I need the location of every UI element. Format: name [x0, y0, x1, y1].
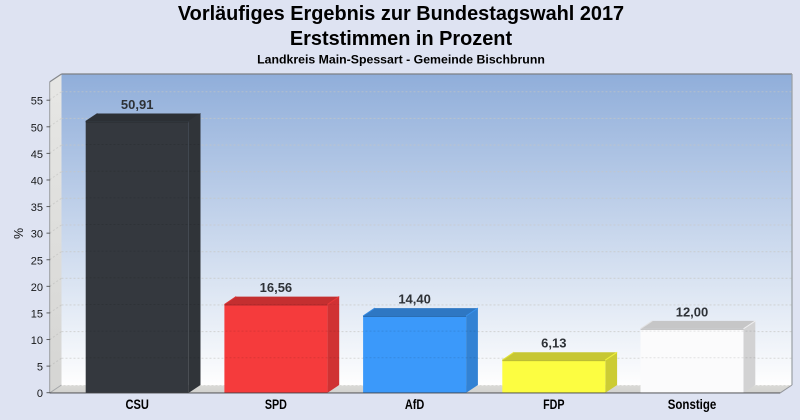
svg-text:%: % [12, 228, 26, 239]
svg-text:CSU: CSU [126, 397, 149, 412]
svg-text:FDP: FDP [543, 397, 564, 412]
svg-text:14,40: 14,40 [398, 292, 431, 307]
svg-text:12,00: 12,00 [676, 304, 709, 319]
svg-text:15: 15 [31, 308, 43, 320]
svg-text:AfD: AfD [405, 397, 425, 412]
svg-text:5: 5 [37, 362, 43, 374]
svg-text:45: 45 [31, 149, 43, 161]
svg-text:Vorläufiges Ergebnis zur Bunde: Vorläufiges Ergebnis zur Bundestagswahl … [178, 3, 624, 25]
svg-text:35: 35 [31, 202, 43, 214]
svg-text:0: 0 [37, 388, 43, 400]
svg-text:55: 55 [31, 96, 43, 108]
svg-text:10: 10 [31, 335, 43, 347]
svg-text:Erststimmen in Prozent: Erststimmen in Prozent [290, 28, 513, 50]
svg-text:Landkreis Main-Spessart - Geme: Landkreis Main-Spessart - Gemeinde Bisch… [257, 53, 545, 67]
svg-text:6,13: 6,13 [541, 336, 566, 351]
svg-text:50: 50 [31, 122, 43, 134]
svg-text:Sonstige: Sonstige [668, 397, 717, 412]
svg-text:25: 25 [31, 255, 43, 267]
svg-text:16,56: 16,56 [260, 280, 293, 295]
svg-text:50,91: 50,91 [121, 97, 154, 112]
svg-text:20: 20 [31, 282, 43, 294]
svg-text:SPD: SPD [265, 397, 287, 412]
svg-text:40: 40 [31, 175, 43, 187]
svg-text:30: 30 [31, 229, 43, 241]
